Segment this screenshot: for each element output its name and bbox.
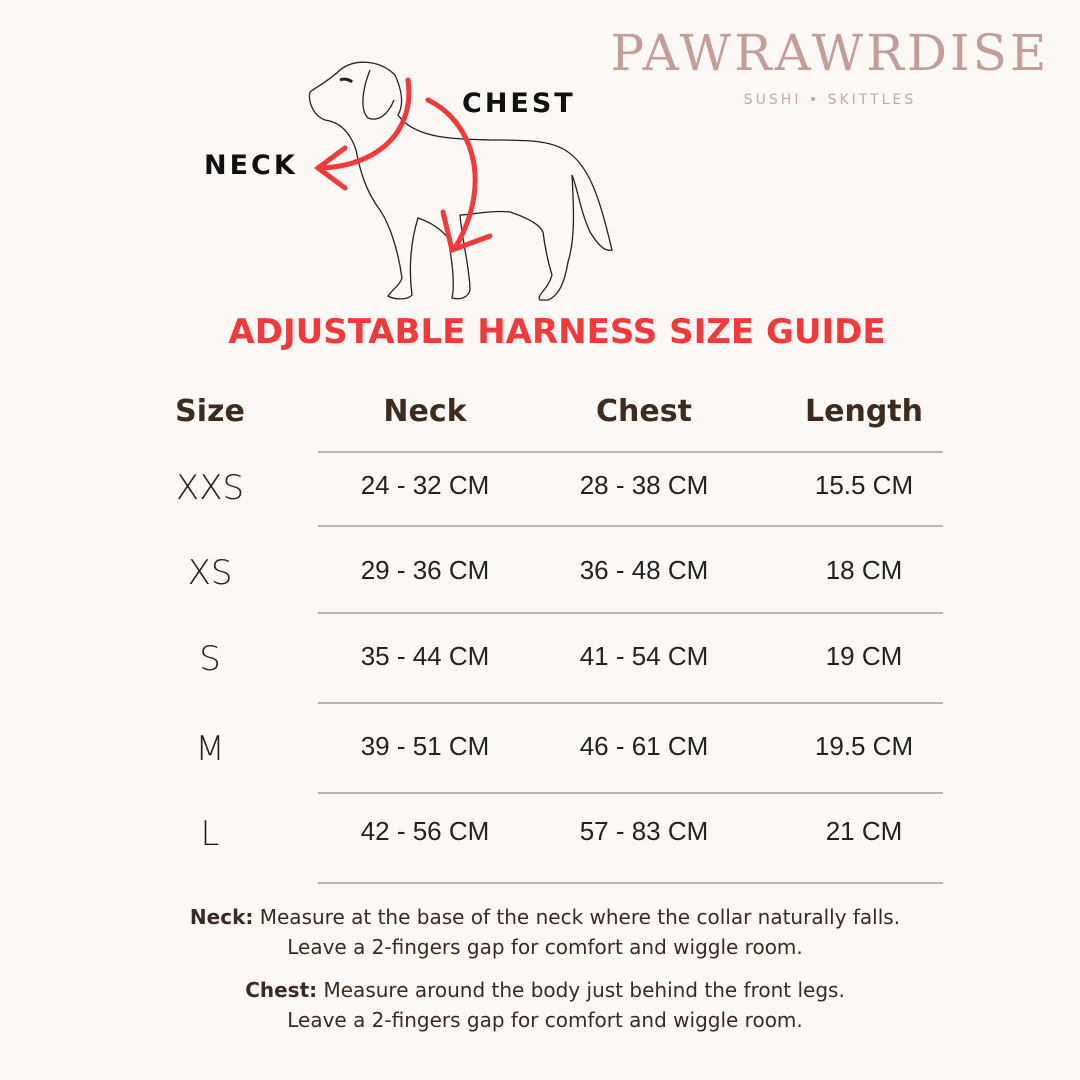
size-cell: M [195, 729, 225, 769]
header-neck: Neck [383, 394, 467, 429]
brand-tagline: SUSHI • SKITTLES [743, 92, 917, 108]
chest-note-term: Chest: [245, 978, 318, 1002]
chest-cell: 28 - 38 CM [579, 470, 709, 500]
size-cell: XS [187, 553, 233, 593]
row-divider [318, 451, 943, 453]
chest-cell: 57 - 83 CM [579, 816, 709, 846]
length-cell: 18 CM [825, 555, 903, 585]
size-cell: L [200, 814, 220, 854]
header-chest: Chest [596, 394, 692, 429]
size-cell: XXS [175, 468, 245, 508]
header-size: Size [175, 394, 245, 429]
neck-cell: 39 - 51 CM [360, 731, 490, 761]
page-title: ADJUSTABLE HARNESS SIZE GUIDE [228, 312, 886, 352]
neck-note-term: Neck: [189, 905, 254, 929]
dog-illustration [308, 61, 613, 301]
neck-cell: 24 - 32 CM [360, 470, 490, 500]
measure-arrows-icon [313, 77, 493, 254]
chest-note: Chest: Measure around the body just behi… [0, 975, 1080, 1035]
chest-label: CHEST [462, 88, 576, 119]
length-cell: 15.5 CM [814, 470, 914, 500]
row-divider [318, 792, 943, 794]
length-cell: 21 CM [825, 816, 903, 846]
row-divider [318, 525, 943, 527]
length-cell: 19 CM [825, 641, 903, 671]
row-divider [318, 702, 943, 704]
chest-cell: 46 - 61 CM [579, 731, 709, 761]
neck-cell: 35 - 44 CM [360, 641, 490, 671]
dog-outline-icon [308, 61, 613, 301]
length-cell: 19.5 CM [814, 731, 914, 761]
header-length: Length [805, 394, 923, 429]
neck-note: Neck: Measure at the base of the neck wh… [0, 902, 1080, 962]
chest-cell: 36 - 48 CM [579, 555, 709, 585]
chest-cell: 41 - 54 CM [579, 641, 709, 671]
row-divider [318, 882, 943, 884]
neck-cell: 42 - 56 CM [360, 816, 490, 846]
neck-label: NECK [204, 150, 298, 181]
chest-note-line1: Measure around the body just behind the … [323, 978, 845, 1002]
row-divider [318, 612, 943, 614]
brand-logo: PAWRAWRDISE [610, 24, 1050, 82]
size-cell: S [199, 639, 221, 679]
neck-note-line2: Leave a 2-fingers gap for comfort and wi… [287, 935, 803, 959]
neck-cell: 29 - 36 CM [360, 555, 490, 585]
chest-note-line2: Leave a 2-fingers gap for comfort and wi… [287, 1008, 803, 1032]
neck-note-line1: Measure at the base of the neck where th… [259, 905, 901, 929]
